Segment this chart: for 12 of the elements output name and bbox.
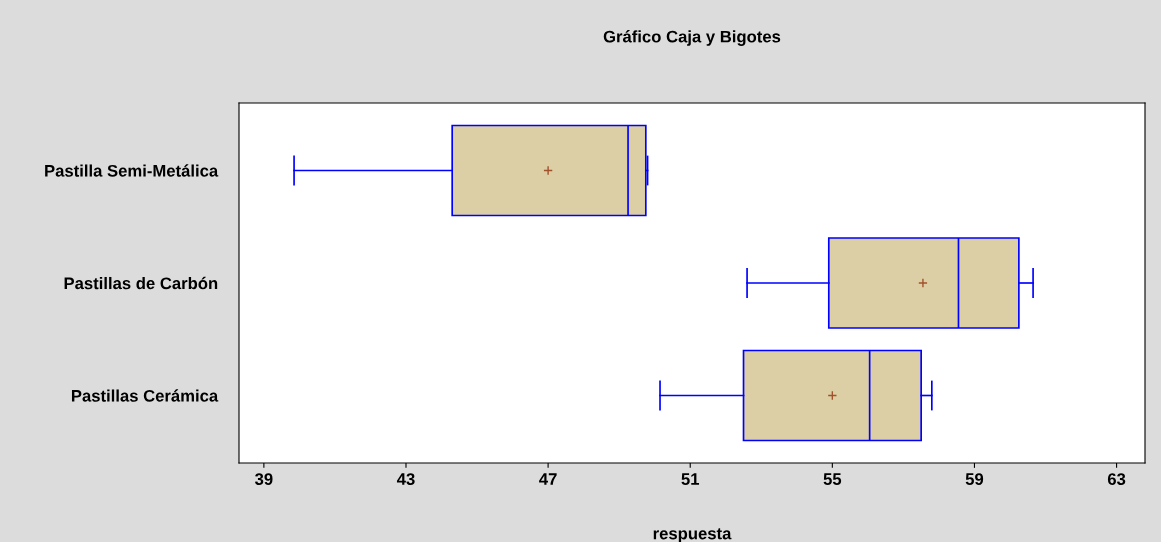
y-tick-label: Pastilla Semi-Metálica bbox=[45, 164, 219, 177]
y-tick-label: Pastillas de Carbón bbox=[64, 276, 218, 290]
x-tick-label: 39 bbox=[254, 473, 273, 485]
y-tick-label: Pastillas Cerámica bbox=[71, 389, 219, 402]
x-tick-label: 51 bbox=[681, 473, 700, 485]
x-tick-label: 47 bbox=[539, 473, 557, 485]
chart-title: Gráfico Caja y Bigotes bbox=[603, 30, 781, 46]
x-tick-label: 63 bbox=[1107, 473, 1126, 485]
x-tick-label: 55 bbox=[823, 473, 842, 485]
x-tick-label: 43 bbox=[396, 473, 415, 485]
x-axis-title: respuesta bbox=[653, 528, 732, 542]
x-tick-label: 59 bbox=[965, 473, 984, 485]
